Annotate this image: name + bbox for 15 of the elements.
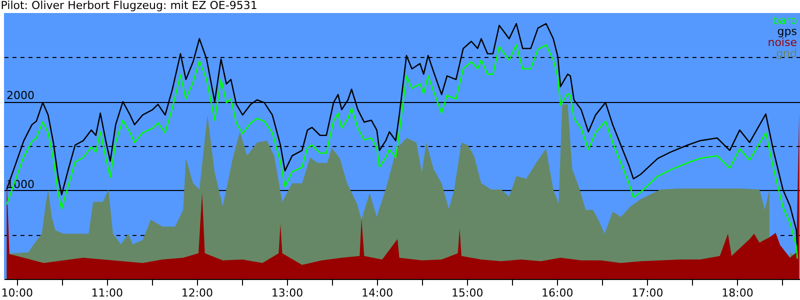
x-tick-label: 18:00: [722, 286, 754, 300]
text: noise: [768, 36, 798, 49]
y-tick-label: 2000: [6, 89, 34, 102]
x-tick-label: 17:00: [632, 286, 664, 300]
x-tick-label: 10:00: [1, 286, 33, 300]
x-tick-label: 16:00: [542, 286, 574, 300]
x-tick-label: 15:00: [451, 286, 484, 300]
x-tick-label: 12:00: [181, 286, 214, 300]
x-tick-label: 11:00: [91, 286, 124, 300]
text: gnd: [776, 47, 797, 60]
chart-title: Pilot: Oliver Herbort Flugzeug: mit EZ OE-9531: [0, 0, 258, 12]
text: gps: [777, 25, 798, 38]
text: baro: [772, 14, 798, 27]
x-tick-label: 14:00: [361, 286, 394, 300]
x-tick-label: 13:00: [271, 286, 304, 300]
